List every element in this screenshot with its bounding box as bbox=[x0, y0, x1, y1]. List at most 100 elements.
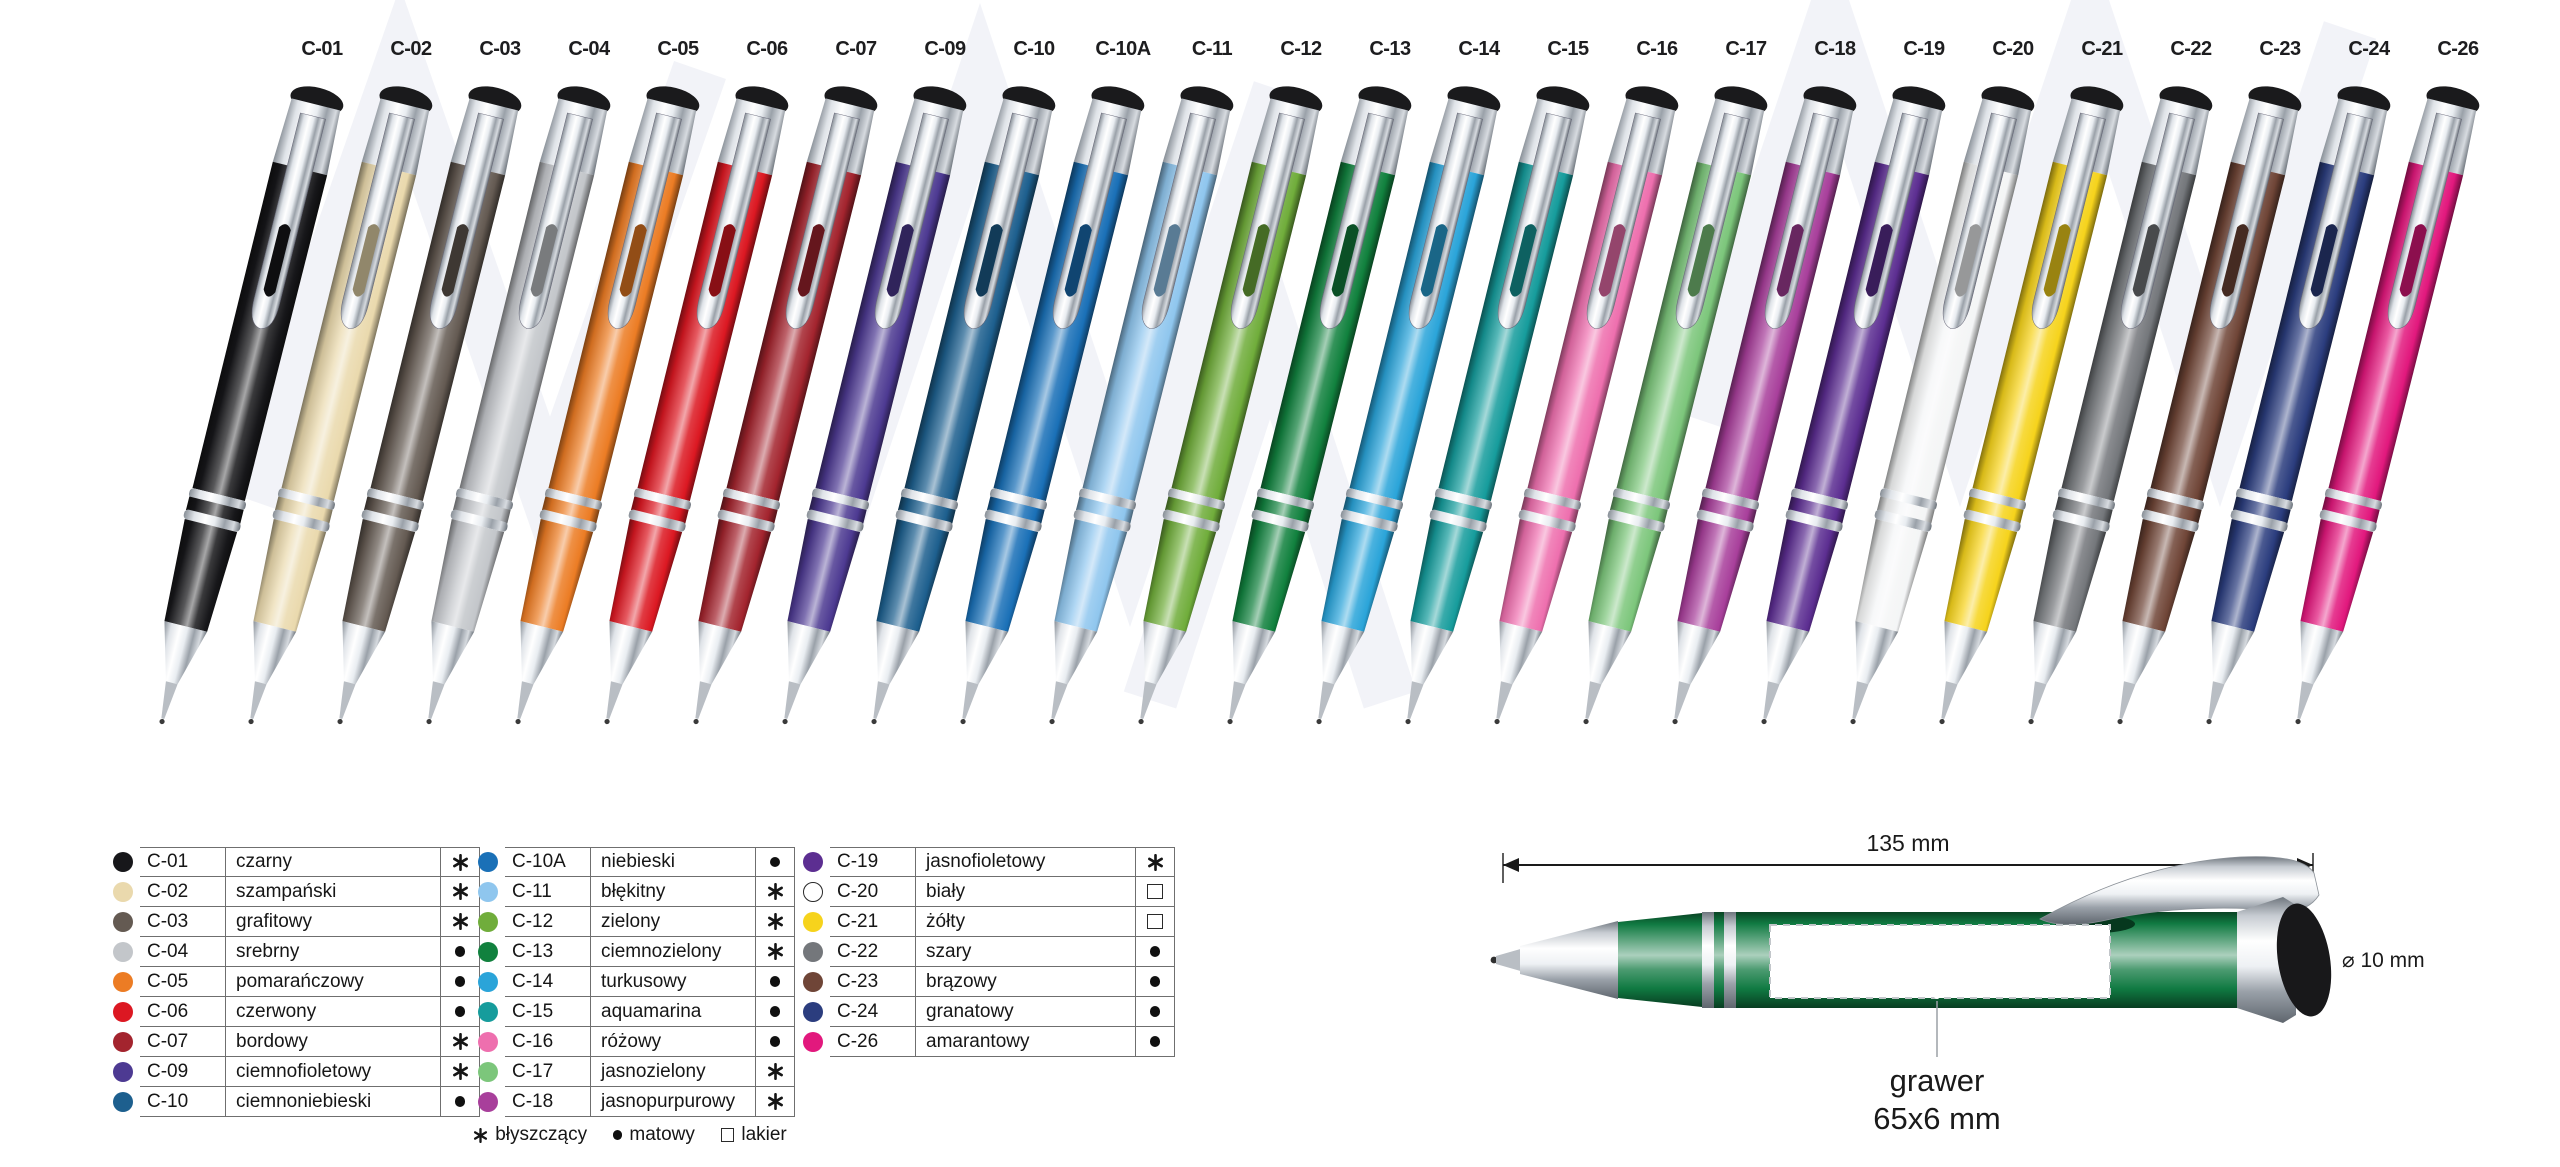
pen-image bbox=[1316, 86, 1501, 725]
table-row: C-07 bordowy bbox=[105, 1027, 480, 1057]
pen-image bbox=[2028, 86, 2213, 725]
pen-code-label: C-15 bbox=[1547, 38, 1589, 60]
matte-dot-icon bbox=[613, 1130, 623, 1140]
color-code: C-15 bbox=[505, 997, 590, 1027]
glossy-star-icon bbox=[767, 1062, 784, 1081]
table-row: C-23 brązowy bbox=[795, 967, 1175, 997]
arrow-left-icon bbox=[1503, 858, 1519, 872]
color-swatch bbox=[477, 852, 498, 872]
table-row: C-13 ciemnozielony bbox=[470, 937, 795, 967]
lacquer-square-icon bbox=[720, 1128, 735, 1142]
pen-c-15 bbox=[1354, 71, 1616, 755]
pen-code-label: C-02 bbox=[390, 38, 432, 60]
matte-dot-icon bbox=[454, 1096, 466, 1107]
color-table-2: C-10A niebieski C-11 błękitny C-12 zielony C… bbox=[470, 847, 795, 1117]
pen-image bbox=[1761, 86, 1946, 725]
finish-legend-item: błyszczący bbox=[473, 1124, 587, 1146]
pen-code-label: C-09 bbox=[924, 38, 966, 60]
matte-dot-icon bbox=[1149, 1006, 1161, 1017]
push-button bbox=[2276, 903, 2332, 1017]
pen-code-label: C-03 bbox=[479, 38, 521, 60]
table-row: C-22 szary bbox=[795, 937, 1175, 967]
color-swatch bbox=[802, 912, 823, 932]
pen-image bbox=[782, 86, 967, 725]
pen-c-09 bbox=[731, 71, 993, 755]
table-row: C-14 turkusowy bbox=[470, 967, 795, 997]
table-row: C-21 żółty bbox=[795, 907, 1175, 937]
color-swatch bbox=[802, 1002, 823, 1022]
table-row: C-05 pomarańczowy bbox=[105, 967, 480, 997]
glossy-star-icon bbox=[452, 1062, 469, 1081]
pen-tip-point bbox=[1490, 956, 1498, 964]
finish-symbol-cell bbox=[1135, 967, 1175, 997]
pen-code-label: C-07 bbox=[835, 38, 877, 60]
pen-c-20 bbox=[1799, 71, 2061, 755]
pen-image bbox=[1672, 86, 1857, 725]
color-name: czerwony bbox=[225, 997, 440, 1027]
pen-code-label: C-10 bbox=[1013, 38, 1055, 60]
color-swatch bbox=[477, 972, 498, 992]
color-swatch bbox=[477, 942, 498, 962]
finish-symbol-cell bbox=[755, 1027, 795, 1057]
pen-code-label: C-23 bbox=[2259, 38, 2301, 60]
color-table-3: C-19 jasnofioletowy C-20 biały C-21 żółty C-2… bbox=[795, 847, 1175, 1057]
pen-dimension-diagram: 135 mm ⌀ 10 mm grawer 65x6 mm bbox=[1490, 830, 2425, 1136]
color-code: C-22 bbox=[830, 937, 915, 967]
table-row: C-09 ciemnofioletowy bbox=[105, 1057, 480, 1087]
finish-symbol-cell bbox=[755, 937, 795, 967]
color-swatch bbox=[112, 882, 133, 902]
pen-image bbox=[248, 86, 433, 725]
pen-image bbox=[2206, 86, 2391, 725]
finish-symbol-cell bbox=[755, 1087, 795, 1117]
lacquer-square-icon bbox=[1147, 883, 1163, 900]
color-name: jasnopurpurowy bbox=[590, 1087, 755, 1117]
color-code: C-21 bbox=[830, 907, 915, 937]
pen-image bbox=[1049, 86, 1234, 725]
pen-c-14 bbox=[1265, 71, 1527, 755]
pen-c-24 bbox=[2155, 71, 2417, 755]
pen-c-11 bbox=[998, 71, 1260, 755]
table-row: C-19 jasnofioletowy bbox=[795, 847, 1175, 877]
color-swatch bbox=[802, 852, 823, 872]
color-swatch bbox=[477, 1092, 498, 1112]
finish-symbol-cell bbox=[755, 907, 795, 937]
color-name: turkusowy bbox=[590, 967, 755, 997]
finish-legend: błyszczący matowy lakier bbox=[455, 1124, 805, 1146]
finish-symbol-cell bbox=[755, 1057, 795, 1087]
pen-c-01 bbox=[108, 71, 370, 755]
finish-symbol-cell bbox=[755, 847, 795, 877]
finish-legend-label: lakier bbox=[741, 1124, 787, 1145]
finish-symbol-cell bbox=[755, 997, 795, 1027]
engraving-label-line2: 65x6 mm bbox=[1873, 1101, 2000, 1136]
color-code: C-04 bbox=[140, 937, 225, 967]
matte-dot-icon bbox=[769, 1036, 781, 1047]
pen-c-21 bbox=[1888, 71, 2150, 755]
table-row: C-20 biały bbox=[795, 877, 1175, 907]
pen-clip bbox=[2039, 856, 2320, 925]
pen-code-label: C-21 bbox=[2081, 38, 2123, 60]
pen-code-label: C-14 bbox=[1458, 38, 1500, 60]
pen-c-07 bbox=[642, 71, 904, 755]
pen-code-label: C-19 bbox=[1903, 38, 1945, 60]
glossy-star-icon bbox=[473, 1127, 488, 1143]
color-name: ciemnozielony bbox=[590, 937, 755, 967]
pen-c-10a bbox=[909, 71, 1171, 755]
matte-dot-icon bbox=[769, 1006, 781, 1017]
pen-code-label: C-20 bbox=[1992, 38, 2034, 60]
pen-c-02 bbox=[197, 71, 459, 755]
color-name: zielony bbox=[590, 907, 755, 937]
pen-c-12 bbox=[1087, 71, 1349, 755]
color-name: jasnofioletowy bbox=[915, 847, 1135, 877]
pen-image bbox=[426, 86, 611, 725]
color-swatch bbox=[112, 942, 133, 962]
pen-c-19 bbox=[1710, 71, 1972, 755]
finish-legend-item: lakier bbox=[720, 1124, 787, 1146]
color-code: C-16 bbox=[505, 1027, 590, 1057]
pen-image bbox=[1227, 86, 1412, 725]
color-code: C-17 bbox=[505, 1057, 590, 1087]
color-name: szampański bbox=[225, 877, 440, 907]
pen-code-label: C-12 bbox=[1280, 38, 1322, 60]
glossy-star-icon bbox=[452, 853, 469, 871]
finish-legend-item: matowy bbox=[613, 1124, 695, 1146]
color-code: C-13 bbox=[505, 937, 590, 967]
